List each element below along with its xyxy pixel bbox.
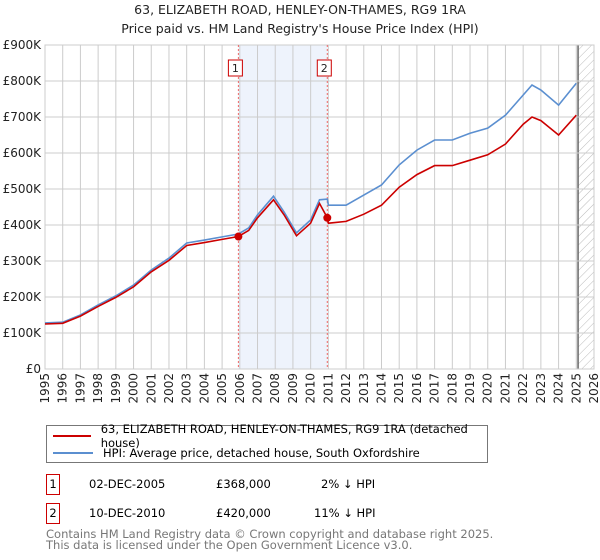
x-tick-label: 2015 (392, 373, 406, 404)
x-tick-label: 2009 (286, 373, 300, 404)
footer: Contains HM Land Registry data © Crown c… (46, 527, 494, 552)
x-tick-label: 1996 (56, 373, 70, 404)
legend-item-hpi: HPI: Average price, detached house, Sout… (47, 444, 420, 462)
x-tick-label: 2013 (357, 373, 371, 404)
x-tick-label: 2010 (304, 373, 318, 404)
transaction-hpi: 2% ↓ HPI (321, 477, 376, 491)
y-tick-label: £200K (3, 290, 43, 304)
x-tick-label: 2018 (445, 373, 459, 404)
footer-line-2: This data is licensed under the Open Gov… (46, 538, 413, 552)
sale-label-box (316, 59, 332, 77)
x-tick-label: 2025 (569, 373, 583, 404)
transaction-price: £368,000 (216, 477, 271, 491)
transaction-date: 10-DEC-2010 (89, 506, 166, 520)
x-tick-label: 2011 (321, 373, 335, 404)
chart-subtitle: Price paid vs. HM Land Registry's House … (121, 21, 478, 36)
price-chart: 63, ELIZABETH ROAD, HENLEY-ON-THAMES, RG… (3, 2, 600, 404)
y-tick-label: £700K (3, 110, 43, 124)
x-tick-label: 1999 (109, 373, 123, 404)
x-tick-label: 2008 (268, 373, 282, 404)
hpi-line (44, 82, 577, 324)
x-tick-label: 2001 (144, 373, 158, 404)
legend-label-hpi: HPI: Average price, detached house, Sout… (103, 446, 420, 460)
x-tick-label: 2000 (127, 373, 141, 404)
sale-label: 1 (232, 62, 239, 75)
x-tick-label: 2012 (339, 373, 353, 404)
legend-item-property: 63, ELIZABETH ROAD, HENLEY-ON-THAMES, RG… (47, 422, 487, 450)
x-tick-label: 2007 (251, 373, 265, 404)
forecast-hatch (578, 45, 594, 369)
property-price-line (44, 114, 577, 325)
y-tick-label: £0 (26, 362, 41, 376)
x-tick-label: 2017 (428, 373, 442, 404)
x-tick-label: 2019 (463, 373, 477, 404)
sale-label: 2 (321, 62, 328, 75)
x-tick-label: 2026 (587, 373, 600, 404)
x-tick-label: 2020 (481, 373, 495, 404)
x-tick-label: 2003 (180, 373, 194, 404)
legend-label-property: 63, ELIZABETH ROAD, HENLEY-ON-THAMES, RG… (100, 422, 468, 450)
x-tick-label: 1995 (38, 373, 52, 404)
x-tick-label: 2002 (162, 373, 176, 404)
legend-swatch-red (53, 435, 91, 437)
x-tick-label: 1998 (91, 373, 105, 404)
x-tick-label: 1997 (73, 373, 87, 404)
x-tick-label: 2022 (516, 373, 530, 404)
x-tick-label: 2004 (197, 373, 211, 404)
y-tick-label: £300K (3, 254, 43, 268)
y-tick-label: £100K (3, 326, 43, 340)
transaction-number: 2 (46, 503, 60, 524)
transaction-date: 02-DEC-2005 (89, 477, 166, 491)
sale-point (323, 213, 332, 222)
x-tick-label: 2024 (552, 373, 566, 404)
y-tick-label: £400K (3, 218, 43, 232)
x-tick-label: 2023 (534, 373, 548, 404)
legend: 63, ELIZABETH ROAD, HENLEY-ON-THAMES, RG… (46, 422, 488, 463)
shaded-period (238, 45, 328, 369)
legend-swatch-blue (53, 452, 93, 454)
footer-line-1: Contains HM Land Registry data © Crown c… (46, 527, 494, 541)
sale-point (234, 232, 243, 241)
y-tick-label: £800K (3, 74, 43, 88)
chart-title: 63, ELIZABETH ROAD, HENLEY-ON-THAMES, RG… (134, 2, 466, 17)
transaction-number: 1 (46, 474, 60, 495)
y-tick-label: £900K (3, 38, 43, 52)
transaction-price: £420,000 (216, 506, 271, 520)
x-tick-label: 2016 (410, 373, 424, 404)
transaction-hpi: 11% ↓ HPI (314, 506, 376, 520)
y-tick-label: £600K (3, 146, 43, 160)
x-tick-label: 2006 (233, 373, 247, 404)
x-tick-label: 2005 (215, 373, 229, 404)
x-tick-label: 2021 (498, 373, 512, 404)
y-tick-label: £500K (3, 182, 43, 196)
x-tick-label: 2014 (374, 373, 388, 404)
sale-label-box (227, 59, 243, 77)
